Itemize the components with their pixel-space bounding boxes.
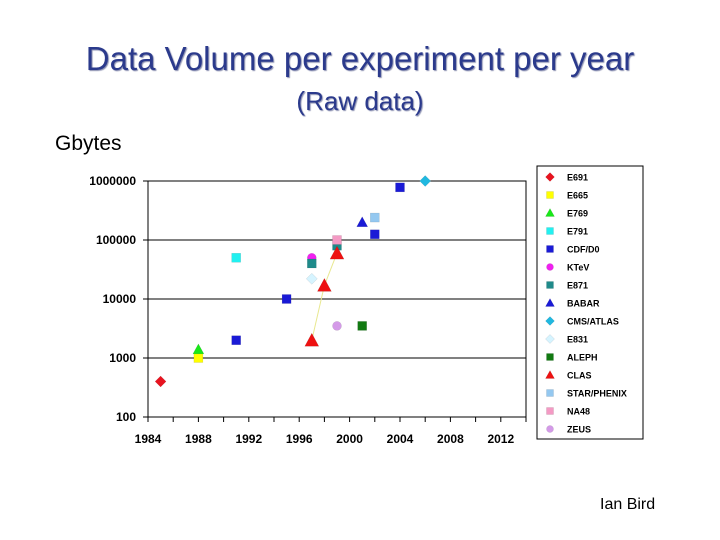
legend-label: STAR/PHENIX — [567, 389, 627, 399]
data-point — [419, 175, 432, 187]
legend-marker — [546, 425, 554, 433]
y-tick-label: 1000000 — [89, 174, 136, 188]
slide-subtitle: (Raw data) — [296, 86, 424, 116]
data-point — [329, 245, 345, 260]
x-tick-label: 2008 — [437, 432, 464, 446]
legend-marker — [545, 316, 555, 326]
legend-label: CLAS — [567, 371, 592, 381]
y-axis-label: Gbytes — [55, 132, 122, 155]
y-tick-label: 10000 — [103, 292, 137, 306]
legend-marker — [546, 263, 554, 271]
x-tick-label: 1992 — [235, 432, 262, 446]
data-point — [193, 353, 204, 363]
legend-marker — [546, 407, 554, 415]
data-point — [370, 229, 380, 240]
data-point — [370, 212, 380, 223]
data-point — [332, 235, 342, 245]
legend-marker — [546, 227, 554, 235]
legend-label: KTeV — [567, 263, 589, 273]
y-tick-label: 1000 — [109, 351, 136, 365]
legend-marker — [545, 207, 555, 217]
legend-marker — [546, 191, 554, 199]
legend-label: ALEPH — [567, 353, 598, 363]
data-point — [395, 182, 405, 193]
y-tick-label: 100 — [116, 410, 136, 424]
legend-marker — [545, 334, 555, 344]
legend-label: E831 — [567, 335, 588, 345]
data-point — [281, 294, 292, 304]
legend-marker — [546, 353, 554, 361]
slide-title: Data Volume per experiment per year — [85, 40, 635, 77]
data-point — [307, 258, 317, 269]
author-credit: Ian Bird — [600, 496, 656, 513]
legend-label: E691 — [567, 173, 588, 183]
data-point — [304, 332, 320, 347]
legend-label: NA48 — [567, 407, 590, 417]
legend-label: CDF/D0 — [567, 245, 600, 255]
x-tick-label: 1988 — [185, 432, 212, 446]
legend-label: CMS/ATLAS — [567, 317, 619, 327]
data-point — [192, 343, 205, 355]
legend-marker — [546, 281, 554, 289]
plot-frame — [147, 180, 527, 418]
legend-marker — [546, 245, 554, 253]
legend-marker — [545, 369, 555, 379]
legend-marker — [546, 389, 554, 397]
data-point — [356, 216, 369, 227]
legend: E691 E665 E769 E791 CDF/D0 KTeV E871 BABAR CMS/A… — [536, 165, 644, 440]
data-point — [316, 277, 332, 292]
x-tick-label: 1996 — [286, 432, 313, 446]
x-tick-label: 1984 — [135, 432, 162, 446]
legend-box — [536, 165, 644, 440]
y-tick-label: 100000 — [96, 233, 136, 247]
data-point — [231, 335, 241, 345]
legend-label: E871 — [567, 281, 588, 291]
data-point — [154, 375, 167, 388]
x-tick-label: 2000 — [336, 432, 363, 446]
data-point — [305, 272, 318, 285]
legend-marker — [545, 297, 555, 307]
legend-label: BABAR — [567, 299, 600, 309]
data-point — [231, 253, 241, 263]
legend-label: E665 — [567, 191, 588, 201]
legend-marker — [545, 172, 555, 182]
legend-label: E791 — [567, 227, 588, 237]
data-point — [357, 321, 367, 331]
legend-label: E769 — [567, 209, 588, 219]
x-tick-label: 2012 — [487, 432, 514, 446]
data-point — [332, 321, 342, 331]
x-tick-label: 2004 — [387, 432, 414, 446]
plot-area: 100 1000 10000 100000 1000000 1984 1988 1992 199… — [89, 174, 527, 446]
legend-label: ZEUS — [567, 425, 591, 435]
